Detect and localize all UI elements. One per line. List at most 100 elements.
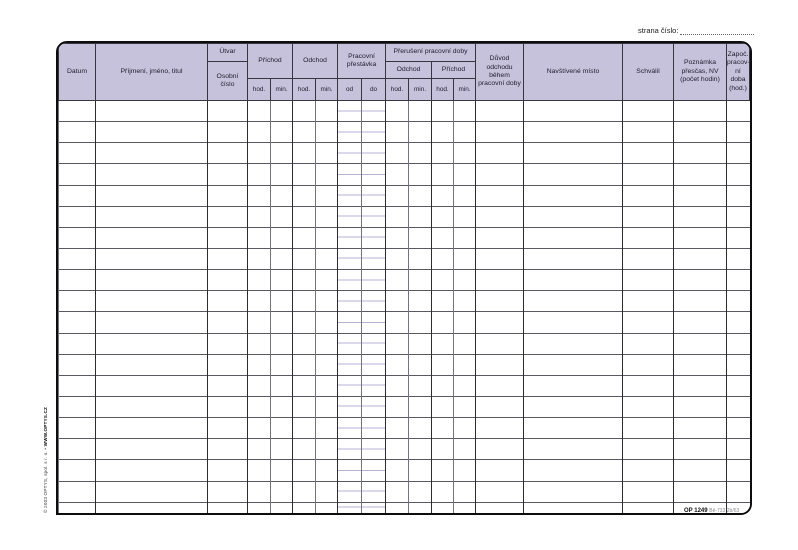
cell-prichod-min[interactable] — [270, 163, 293, 186]
cell-prestavka-do[interactable] — [361, 395, 386, 418]
cell-prijmeni[interactable] — [95, 311, 208, 334]
cell-prestavka-od[interactable] — [337, 417, 362, 439]
cell-preruseni-prichod-hod[interactable] — [431, 311, 454, 334]
cell-navstivene-misto[interactable] — [523, 311, 623, 334]
cell-preruseni-odchod-hod[interactable] — [385, 269, 409, 291]
cell-preruseni-odchod-hod[interactable] — [385, 290, 409, 312]
cell-prichod-min[interactable] — [270, 226, 293, 249]
cell-odchod-hod[interactable] — [292, 163, 316, 186]
cell-preruseni-odchod-min[interactable] — [408, 142, 432, 164]
cell-odchod-hod[interactable] — [292, 332, 316, 355]
cell-preruseni-odchod-min[interactable] — [408, 205, 432, 228]
cell-preruseni-prichod-min[interactable] — [453, 205, 476, 228]
cell-navstivene-misto[interactable] — [523, 142, 623, 164]
cell-prestavka-od[interactable] — [337, 438, 362, 460]
cell-prijmeni[interactable] — [95, 374, 208, 397]
cell-prestavka-do[interactable] — [361, 353, 386, 376]
cell-odchod-hod[interactable] — [292, 247, 316, 270]
cell-datum[interactable] — [58, 417, 96, 439]
cell-prichod-min[interactable] — [270, 374, 293, 397]
cell-utvar-osobni-cislo[interactable] — [207, 247, 248, 270]
cell-poznamka[interactable] — [673, 205, 727, 228]
cell-navstivene-misto[interactable] — [523, 163, 623, 186]
cell-prichod-min[interactable] — [270, 205, 293, 228]
cell-navstivene-misto[interactable] — [523, 205, 623, 228]
cell-datum[interactable] — [58, 121, 96, 143]
cell-datum[interactable] — [58, 247, 96, 270]
cell-duvod[interactable] — [475, 269, 524, 291]
cell-datum[interactable] — [58, 205, 96, 228]
cell-zapoc[interactable] — [726, 163, 750, 186]
cell-poznamka[interactable] — [673, 184, 727, 207]
cell-prijmeni[interactable] — [95, 480, 208, 503]
cell-prestavka-do[interactable] — [361, 269, 386, 291]
cell-schvalil[interactable] — [622, 163, 674, 186]
cell-odchod-hod[interactable] — [292, 353, 316, 376]
cell-navstivene-misto[interactable] — [523, 374, 623, 397]
cell-preruseni-odchod-min[interactable] — [408, 395, 432, 418]
cell-zapoc[interactable] — [726, 395, 750, 418]
cell-duvod[interactable] — [475, 163, 524, 186]
cell-prijmeni[interactable] — [95, 395, 208, 418]
cell-datum[interactable] — [58, 395, 96, 418]
cell-preruseni-prichod-hod[interactable] — [431, 459, 454, 482]
cell-prichod-hod[interactable] — [247, 184, 271, 207]
cell-navstivene-misto[interactable] — [523, 184, 623, 207]
cell-prijmeni[interactable] — [95, 501, 208, 513]
cell-odchod-min[interactable] — [315, 226, 338, 249]
cell-preruseni-odchod-min[interactable] — [408, 121, 432, 143]
cell-duvod[interactable] — [475, 311, 524, 334]
cell-prestavka-do[interactable] — [361, 205, 386, 228]
cell-prestavka-od[interactable] — [337, 480, 362, 503]
cell-odchod-min[interactable] — [315, 247, 338, 270]
cell-odchod-min[interactable] — [315, 163, 338, 186]
cell-navstivene-misto[interactable] — [523, 290, 623, 312]
cell-utvar-osobni-cislo[interactable] — [207, 353, 248, 376]
cell-duvod[interactable] — [475, 247, 524, 270]
cell-utvar-osobni-cislo[interactable] — [207, 205, 248, 228]
cell-prichod-min[interactable] — [270, 290, 293, 312]
cell-prichod-min[interactable] — [270, 247, 293, 270]
cell-prichod-min[interactable] — [270, 311, 293, 334]
cell-preruseni-prichod-hod[interactable] — [431, 353, 454, 376]
cell-preruseni-prichod-hod[interactable] — [431, 269, 454, 291]
cell-prichod-hod[interactable] — [247, 417, 271, 439]
cell-odchod-min[interactable] — [315, 311, 338, 334]
cell-preruseni-odchod-hod[interactable] — [385, 99, 409, 122]
cell-schvalil[interactable] — [622, 374, 674, 397]
cell-preruseni-prichod-hod[interactable] — [431, 142, 454, 164]
cell-duvod[interactable] — [475, 226, 524, 249]
cell-prichod-min[interactable] — [270, 332, 293, 355]
cell-preruseni-prichod-min[interactable] — [453, 332, 476, 355]
cell-utvar-osobni-cislo[interactable] — [207, 332, 248, 355]
cell-schvalil[interactable] — [622, 226, 674, 249]
cell-prichod-hod[interactable] — [247, 247, 271, 270]
cell-prestavka-do[interactable] — [361, 417, 386, 439]
cell-preruseni-prichod-min[interactable] — [453, 121, 476, 143]
cell-prestavka-do[interactable] — [361, 374, 386, 397]
cell-poznamka[interactable] — [673, 99, 727, 122]
cell-prestavka-od[interactable] — [337, 247, 362, 270]
cell-navstivene-misto[interactable] — [523, 395, 623, 418]
cell-datum[interactable] — [58, 142, 96, 164]
cell-prichod-min[interactable] — [270, 417, 293, 439]
page-number-line[interactable] — [680, 26, 754, 35]
cell-prichod-hod[interactable] — [247, 290, 271, 312]
cell-preruseni-prichod-hod[interactable] — [431, 332, 454, 355]
cell-datum[interactable] — [58, 353, 96, 376]
cell-prichod-min[interactable] — [270, 184, 293, 207]
cell-prestavka-do[interactable] — [361, 311, 386, 334]
cell-preruseni-odchod-min[interactable] — [408, 374, 432, 397]
cell-preruseni-odchod-hod[interactable] — [385, 121, 409, 143]
cell-preruseni-prichod-min[interactable] — [453, 184, 476, 207]
cell-preruseni-odchod-hod[interactable] — [385, 163, 409, 186]
cell-navstivene-misto[interactable] — [523, 438, 623, 460]
cell-odchod-min[interactable] — [315, 184, 338, 207]
cell-navstivene-misto[interactable] — [523, 480, 623, 503]
cell-prichod-hod[interactable] — [247, 311, 271, 334]
cell-prestavka-do[interactable] — [361, 501, 386, 513]
cell-zapoc[interactable] — [726, 353, 750, 376]
cell-schvalil[interactable] — [622, 480, 674, 503]
cell-utvar-osobni-cislo[interactable] — [207, 374, 248, 397]
cell-preruseni-prichod-hod[interactable] — [431, 121, 454, 143]
